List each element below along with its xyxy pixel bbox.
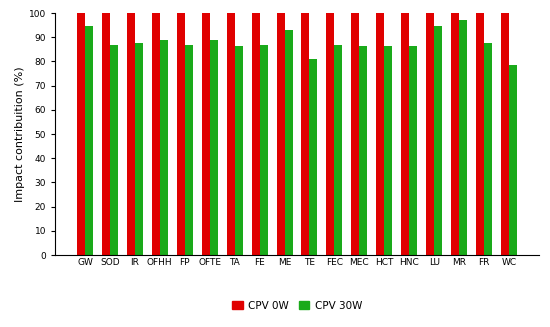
Bar	[484, 43, 492, 255]
Bar	[327, 13, 334, 255]
Bar	[509, 65, 517, 255]
Bar	[402, 13, 409, 255]
Bar	[227, 13, 235, 255]
Bar	[202, 13, 210, 255]
Bar	[476, 13, 484, 255]
Bar	[77, 13, 85, 255]
Bar	[384, 46, 392, 255]
Bar	[185, 44, 192, 255]
Bar	[110, 44, 118, 255]
Bar	[85, 26, 93, 255]
Y-axis label: Impact contribuition (%): Impact contribuition (%)	[14, 66, 25, 202]
Bar	[434, 26, 442, 255]
Bar	[135, 43, 143, 255]
Bar	[501, 13, 509, 255]
Bar	[260, 44, 267, 255]
Bar	[160, 40, 168, 255]
Bar	[235, 46, 243, 255]
Bar	[409, 46, 417, 255]
Bar	[152, 13, 160, 255]
Bar	[359, 46, 367, 255]
Bar	[351, 13, 359, 255]
Bar	[426, 13, 434, 255]
Bar	[334, 44, 343, 255]
Bar	[459, 20, 467, 255]
Legend: CPV 0W, CPV 30W: CPV 0W, CPV 30W	[228, 297, 366, 315]
Bar	[277, 13, 284, 255]
Bar	[301, 13, 310, 255]
Bar	[127, 13, 135, 255]
Bar	[251, 13, 260, 255]
Bar	[102, 13, 110, 255]
Bar	[310, 59, 317, 255]
Bar	[284, 30, 293, 255]
Bar	[210, 40, 218, 255]
Bar	[451, 13, 459, 255]
Bar	[376, 13, 384, 255]
Bar	[177, 13, 185, 255]
